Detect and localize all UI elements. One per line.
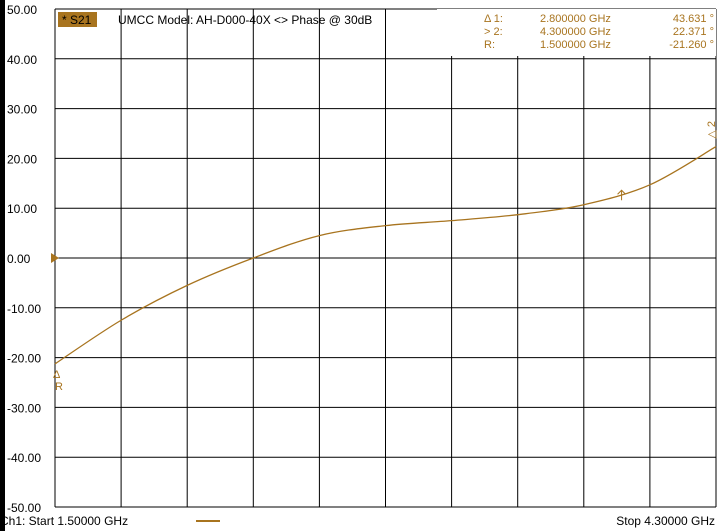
grid: [54, 8, 717, 508]
s21-badge-label: * S21: [62, 13, 92, 27]
marker-3-head: [617, 189, 626, 195]
y-tick-label: -30.00: [7, 401, 41, 415]
y-tick-labels: 50.00 40.00 30.00 20.00 10.00 0.00 -10.00 -20.0…: [7, 3, 41, 515]
s21-trace-line: [54, 146, 717, 365]
marker-value: 22.371 °: [673, 26, 714, 38]
trace-title: UMCC Model: AH-D000-40X <> Phase @ 30dB: [118, 13, 372, 27]
trace-legend-line: [196, 520, 220, 522]
reference-marker-label: R: [55, 381, 63, 393]
marker-id: > 2:: [484, 26, 503, 38]
marker-value: 43.631 °: [673, 13, 714, 25]
marker-id: Δ 1:: [484, 13, 503, 25]
marker-2-edge-label: △ 2: [706, 121, 717, 139]
overlay-layer: ΔR △ 2 * S21 UMCC Model: AH-D000-40X <> Pha…: [51, 9, 717, 393]
s21-badge: [58, 12, 97, 27]
y-tick-label: -50.00: [7, 501, 41, 515]
y-tick-label: -40.00: [7, 451, 41, 465]
y-tick-label: 40.00: [7, 53, 37, 67]
start-label: Ch1: Start 1.50000 GHz: [0, 514, 129, 528]
y-tick-label: 50.00: [7, 3, 37, 17]
y-tick-label: 20.00: [7, 152, 37, 166]
y-tick-label: -10.00: [7, 302, 41, 316]
marker-value: -21.260 °: [669, 39, 714, 51]
reference-marker-triangle: Δ: [53, 369, 61, 381]
left-edge-bar: [0, 0, 5, 531]
marker-frequency: 4.300000 GHz: [540, 26, 611, 38]
y-tick-label: 30.00: [7, 103, 37, 117]
marker-frequency: 2.800000 GHz: [540, 13, 611, 25]
marker-id: R:: [484, 39, 495, 51]
marker-readout-box: [437, 9, 716, 56]
y-tick-label: 0.00: [7, 252, 31, 266]
y-tick-label: 10.00: [7, 202, 37, 216]
marker-frequency: 1.500000 GHz: [540, 39, 611, 51]
trace-layer: [54, 146, 717, 365]
reference-level-arrow: [51, 253, 59, 263]
start-frequency: Ch1: Start 1.50000 GHz: [0, 512, 200, 530]
y-tick-label: -20.00: [7, 352, 41, 366]
stop-label: Stop 4.30000 GHz: [616, 514, 715, 528]
stop-frequency: Stop 4.30000 GHz: [560, 512, 715, 530]
